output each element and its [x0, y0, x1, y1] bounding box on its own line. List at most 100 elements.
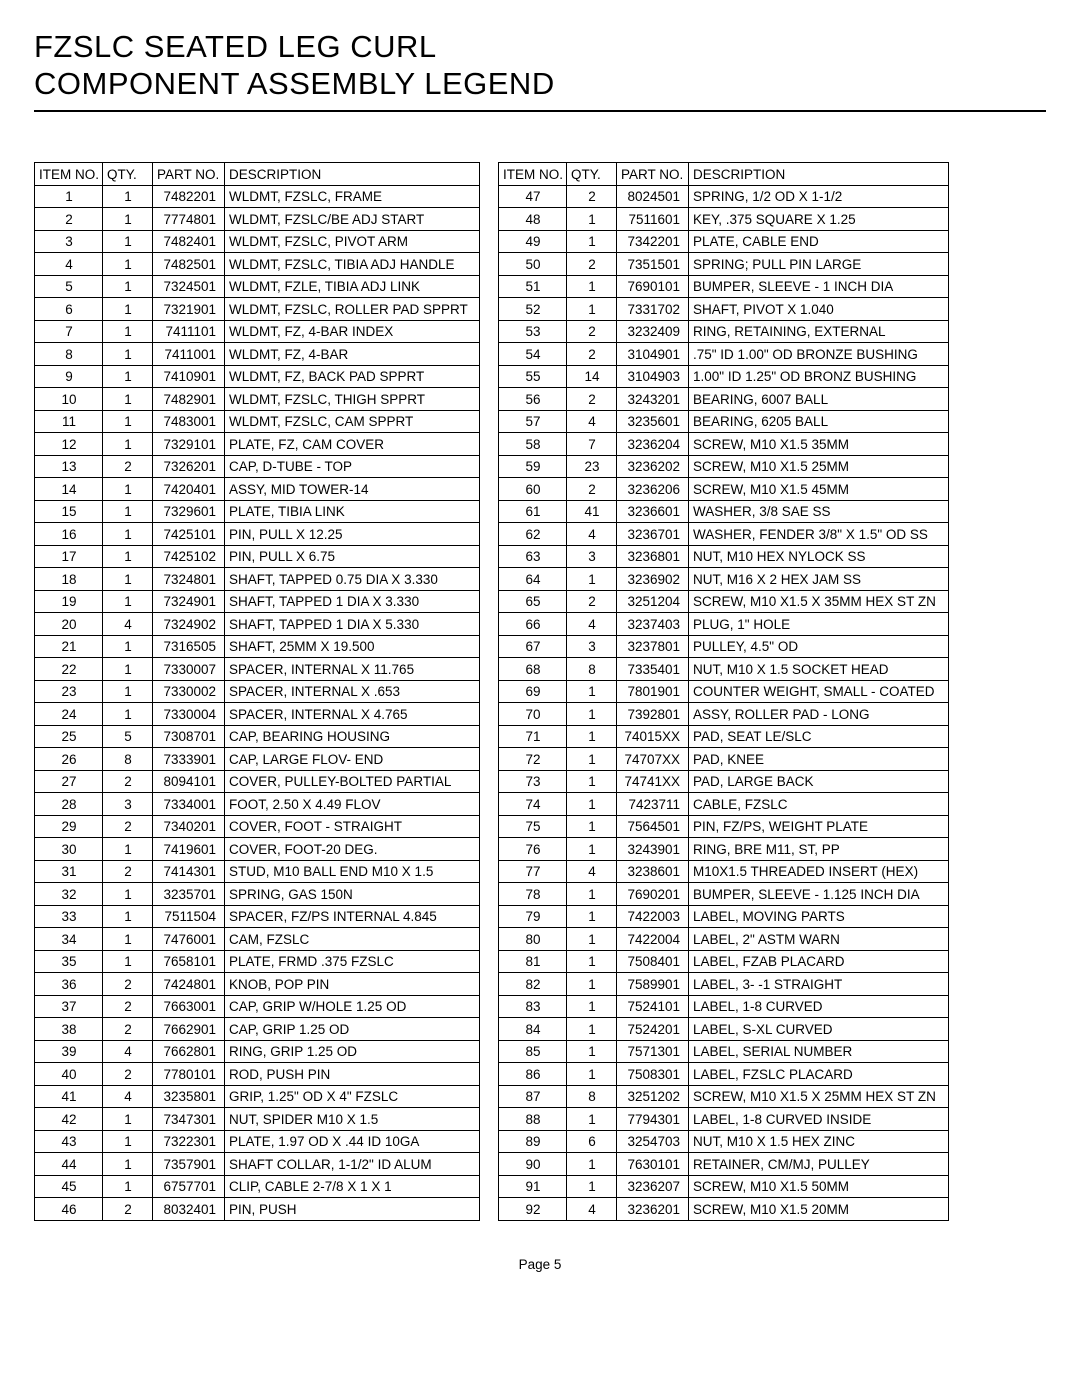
table-row: 5743235601BEARING, 6205 BALL: [499, 410, 949, 433]
cell-item-no: 73: [499, 770, 567, 793]
cell-part-no: 7422003: [617, 905, 689, 928]
table-row: 7017392801ASSY, ROLLER PAD - LONG: [499, 703, 949, 726]
cell-qty: 2: [103, 995, 153, 1018]
table-row: 7817690201BUMPER, SLEEVE - 1.125 INCH DI…: [499, 883, 949, 906]
cell-qty: 3: [567, 635, 617, 658]
cell-qty: 2: [567, 478, 617, 501]
cell-description: RETAINER, CM/MJ, PULLEY: [689, 1153, 949, 1176]
cell-description: COVER, FOOT - STRAIGHT: [225, 815, 480, 838]
cell-part-no: 8024501: [617, 185, 689, 208]
cell-description: SPRING; PULL PIN LARGE: [689, 253, 949, 276]
cell-part-no: 3237403: [617, 613, 689, 636]
cell-qty: 1: [567, 275, 617, 298]
cell-part-no: 3104903: [617, 365, 689, 388]
cell-qty: 1: [567, 680, 617, 703]
cell-description: PLUG, 1" HOLE: [689, 613, 949, 636]
cell-part-no: 7483001: [153, 410, 225, 433]
cell-qty: 4: [567, 613, 617, 636]
cell-item-no: 64: [499, 568, 567, 591]
table-row: 8017422004LABEL, 2" ASTM WARN: [499, 928, 949, 951]
cell-description: BUMPER, SLEEVE - 1 INCH DIA: [689, 275, 949, 298]
cell-part-no: 7482201: [153, 185, 225, 208]
cell-description: WLDMT, FZSLC, PIVOT ARM: [225, 230, 480, 253]
cell-item-no: 85: [499, 1040, 567, 1063]
cell-part-no: 7476001: [153, 928, 225, 951]
cell-part-no: 3236201: [617, 1198, 689, 1221]
table-row: 8517571301LABEL, SERIAL NUMBER: [499, 1040, 949, 1063]
table-row: 5027351501SPRING; PULL PIN LARGE: [499, 253, 949, 276]
table-row: 551431049031.00" ID 1.25" OD BRONZ BUSHI…: [499, 365, 949, 388]
cell-part-no: 7324801: [153, 568, 225, 591]
table-row: 1417420401ASSY, MID TOWER-14: [35, 478, 480, 501]
cell-part-no: 7424801: [153, 973, 225, 996]
cell-part-no: 8094101: [153, 770, 225, 793]
cell-part-no: 7662901: [153, 1018, 225, 1041]
cell-description: PLATE, FZ, CAM COVER: [225, 433, 480, 456]
cell-part-no: 7324901: [153, 590, 225, 613]
cell-item-no: 16: [35, 523, 103, 546]
cell-description: SCREW, M10 X1.5 25MM: [689, 455, 949, 478]
cell-item-no: 54: [499, 343, 567, 366]
cell-description: LABEL, MOVING PARTS: [689, 905, 949, 928]
table-row: 8617508301LABEL, FZSLC PLACARD: [499, 1063, 949, 1086]
cell-description: SCREW, M10 X1.5 50MM: [689, 1175, 949, 1198]
cell-description: SCREW, M10 X1.5 X 35MM HEX ST ZN: [689, 590, 949, 613]
cell-item-no: 32: [35, 883, 103, 906]
cell-description: CAP, LARGE FLOV- END: [225, 748, 480, 771]
cell-item-no: 30: [35, 838, 103, 861]
table-row: 3417476001CAM, FZSLC: [35, 928, 480, 951]
table-row: 5873236204SCREW, M10 X1.5 35MM: [499, 433, 949, 456]
cell-qty: 1: [103, 635, 153, 658]
cell-item-no: 89: [499, 1130, 567, 1153]
cell-description: WASHER, FENDER 3/8" X 1.5" OD SS: [689, 523, 949, 546]
cell-qty: 2: [103, 1198, 153, 1221]
cell-qty: 1: [567, 815, 617, 838]
cell-item-no: 81: [499, 950, 567, 973]
cell-qty: 1: [103, 590, 153, 613]
cell-item-no: 51: [499, 275, 567, 298]
header-part: PART NO.: [153, 163, 225, 186]
cell-part-no: 7508301: [617, 1063, 689, 1086]
cell-part-no: 7330007: [153, 658, 225, 681]
cell-item-no: 2: [35, 208, 103, 231]
cell-description: PLATE, 1.97 OD X .44 ID 10GA: [225, 1130, 480, 1153]
cell-item-no: 66: [499, 613, 567, 636]
cell-qty: 2: [103, 770, 153, 793]
cell-description: CAP, GRIP W/HOLE 1.25 OD: [225, 995, 480, 1018]
header-item: ITEM NO.: [499, 163, 567, 186]
header-desc: DESCRIPTION: [689, 163, 949, 186]
cell-part-no: 7663001: [153, 995, 225, 1018]
cell-description: COVER, PULLEY-BOLTED PARTIAL: [225, 770, 480, 793]
cell-description: LABEL, 1-8 CURVED INSIDE: [689, 1108, 949, 1131]
cell-description: 1.00" ID 1.25" OD BRONZ BUSHING: [689, 365, 949, 388]
table-row: 6243236701WASHER, FENDER 3/8" X 1.5" OD …: [499, 523, 949, 546]
table-row: 1117483001WLDMT, FZSLC, CAM SPPRT: [35, 410, 480, 433]
table-row: 717411101WLDMT, FZ, 4-BAR INDEX: [35, 320, 480, 343]
cell-qty: 1: [103, 343, 153, 366]
cell-qty: 1: [103, 185, 153, 208]
cell-part-no: 7511601: [617, 208, 689, 231]
cell-part-no: 7419601: [153, 838, 225, 861]
table-row: 3947662801RING, GRIP 1.25 OD: [35, 1040, 480, 1063]
cell-description: SHAFT COLLAR, 1-1/2" ID ALUM: [225, 1153, 480, 1176]
cell-item-no: 53: [499, 320, 567, 343]
cell-description: SHAFT, PIVOT X 1.040: [689, 298, 949, 321]
cell-item-no: 4: [35, 253, 103, 276]
cell-item-no: 46: [35, 1198, 103, 1221]
cell-item-no: 55: [499, 365, 567, 388]
cell-part-no: 7564501: [617, 815, 689, 838]
table-row: 2117316505SHAFT, 25MM X 19.500: [35, 635, 480, 658]
cell-qty: 3: [567, 545, 617, 568]
cell-item-no: 65: [499, 590, 567, 613]
cell-qty: 1: [103, 230, 153, 253]
cell-qty: 4: [567, 410, 617, 433]
cell-part-no: 7425102: [153, 545, 225, 568]
cell-item-no: 79: [499, 905, 567, 928]
cell-item-no: 17: [35, 545, 103, 568]
table-row: 1917324901SHAFT, TAPPED 1 DIA X 3.330: [35, 590, 480, 613]
cell-item-no: 20: [35, 613, 103, 636]
cell-item-no: 59: [499, 455, 567, 478]
cell-part-no: 7482901: [153, 388, 225, 411]
title-line-1: FZSLC SEATED LEG CURL: [34, 28, 1046, 65]
table-row: 8417524201LABEL, S-XL CURVED: [499, 1018, 949, 1041]
